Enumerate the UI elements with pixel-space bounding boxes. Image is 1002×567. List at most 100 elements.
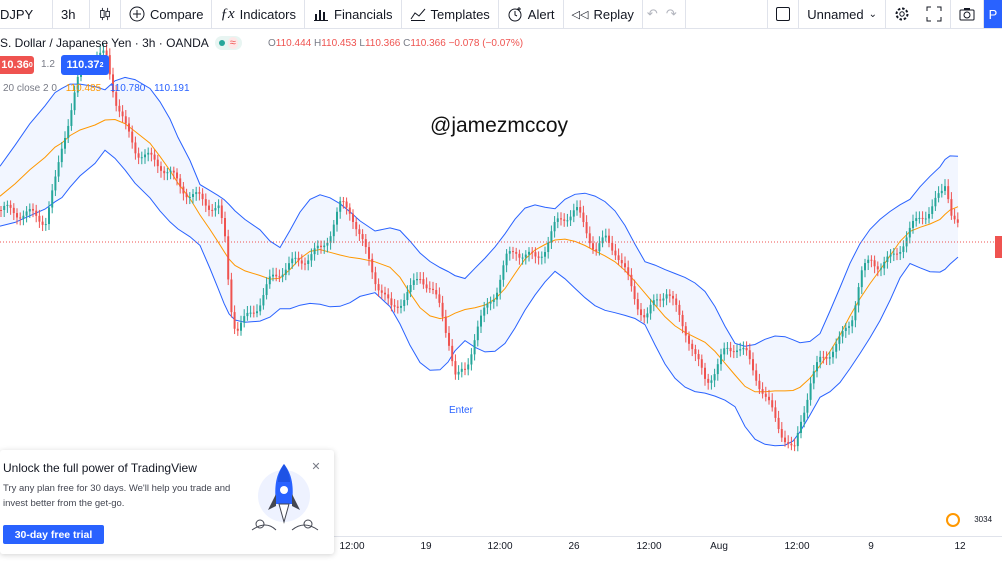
candle-body bbox=[198, 192, 201, 194]
candle-body bbox=[566, 220, 569, 222]
candle-body bbox=[912, 221, 914, 228]
candle-body bbox=[60, 148, 63, 163]
enter-annotation: Enter bbox=[449, 405, 473, 416]
candle-body bbox=[662, 298, 665, 301]
candle-body bbox=[345, 201, 348, 208]
candle-body bbox=[284, 269, 287, 275]
layout-name-label: Unnamed bbox=[807, 6, 864, 22]
candle-body bbox=[35, 210, 38, 216]
candle-body bbox=[224, 218, 226, 237]
settings-button[interactable] bbox=[886, 0, 918, 28]
promo-body: Try any plan free for 30 days. We'll hel… bbox=[3, 483, 231, 509]
compare-button[interactable]: Compare bbox=[121, 0, 213, 28]
candle-body bbox=[3, 205, 6, 210]
indicators-button[interactable]: ƒx Indicators bbox=[212, 0, 306, 28]
financials-button[interactable]: Financials bbox=[305, 0, 402, 28]
candle-body bbox=[438, 294, 441, 303]
candle-body bbox=[864, 263, 866, 271]
price-chart[interactable] bbox=[0, 29, 1002, 536]
candle-body bbox=[464, 368, 466, 370]
candle-body bbox=[643, 315, 646, 318]
candle-body bbox=[508, 251, 511, 254]
candle-body bbox=[326, 242, 329, 246]
last-price-tag bbox=[995, 236, 1002, 258]
candle-body bbox=[329, 236, 332, 243]
upgrade-promo-popup: Unlock the full power of TradingView Try… bbox=[0, 450, 334, 554]
candle-body bbox=[316, 245, 319, 249]
time-tick: 12:00 bbox=[339, 541, 365, 552]
time-axis[interactable]: 12:00 19 12:00 26 12:00 Aug 12:00 9 12 bbox=[0, 536, 1002, 567]
candle-body bbox=[457, 371, 460, 375]
candle-body bbox=[713, 374, 716, 381]
candle-body bbox=[707, 378, 710, 383]
undo-button[interactable]: ↶ bbox=[643, 0, 662, 28]
candle-body bbox=[771, 400, 774, 408]
candle-body bbox=[243, 316, 246, 323]
open-key: O bbox=[268, 38, 276, 49]
candle-body bbox=[249, 312, 252, 314]
free-trial-button[interactable]: 30-day free trial bbox=[3, 525, 104, 544]
candle-body bbox=[6, 204, 9, 206]
close-icon[interactable]: ✕ bbox=[311, 461, 321, 473]
sell-button[interactable]: 10.36 0 bbox=[0, 56, 34, 74]
candle-body bbox=[560, 218, 562, 220]
candle-body bbox=[646, 313, 649, 318]
candle-body bbox=[812, 371, 815, 384]
bollinger-basis-line bbox=[0, 118, 959, 393]
candle-body bbox=[448, 332, 450, 346]
bollinger-legend[interactable]: 20 close 2 0 110.485 110.780 110.191 bbox=[3, 83, 196, 94]
candle-body bbox=[73, 92, 76, 111]
candle-body bbox=[556, 218, 559, 222]
templates-button[interactable]: Templates bbox=[402, 0, 499, 28]
candle-body bbox=[281, 274, 284, 277]
candle-body bbox=[118, 105, 121, 112]
fullscreen-toggle-button[interactable] bbox=[767, 0, 800, 28]
candle-body bbox=[16, 213, 18, 218]
symbol-legend[interactable]: S. Dollar / Japanese Yen · 3h · OANDA ≈ bbox=[0, 34, 242, 52]
alert-button[interactable]: Alert bbox=[499, 0, 564, 28]
candle-body bbox=[41, 221, 44, 225]
candle-body bbox=[540, 256, 543, 258]
publish-button[interactable]: P bbox=[984, 0, 1002, 28]
candle-body bbox=[617, 255, 620, 261]
candle-body bbox=[121, 111, 124, 117]
replay-button[interactable]: ◁◁ Replay bbox=[564, 0, 643, 28]
fullscreen-button[interactable] bbox=[918, 0, 951, 28]
gear-icon bbox=[895, 7, 909, 21]
buy-button[interactable]: 110.37 2 bbox=[61, 55, 109, 75]
candle-body bbox=[57, 162, 60, 177]
candle-body bbox=[396, 306, 399, 308]
interval-button[interactable]: 3h bbox=[53, 0, 90, 28]
candle-body bbox=[832, 351, 834, 358]
candle-body bbox=[675, 298, 678, 305]
candle-body bbox=[12, 207, 15, 214]
redo-button[interactable]: ↷ bbox=[662, 0, 686, 28]
snapshot-button[interactable] bbox=[951, 0, 984, 28]
candle-body bbox=[793, 445, 796, 447]
approx-icon: ≈ bbox=[227, 37, 238, 49]
candle-body bbox=[9, 204, 12, 208]
bollinger-lower-value: 110.191 bbox=[154, 83, 190, 94]
candle-body bbox=[844, 327, 847, 332]
candle-body bbox=[432, 288, 434, 290]
candle-body bbox=[387, 294, 390, 299]
symbol-search-button[interactable]: DJPY bbox=[0, 0, 53, 28]
alarm-clock-icon bbox=[508, 7, 522, 22]
candle-body bbox=[339, 201, 342, 212]
layout-menu-button[interactable]: Unnamed ⌄ bbox=[799, 0, 886, 28]
candle-body bbox=[252, 312, 255, 314]
chart-type-button[interactable] bbox=[90, 0, 121, 28]
candle-body bbox=[25, 211, 28, 216]
corner-badge[interactable]: 3034 bbox=[946, 513, 992, 527]
bollinger-params: 20 close 2 0 bbox=[3, 83, 57, 94]
candle-body bbox=[572, 210, 575, 217]
undo-icon: ↶ bbox=[646, 6, 658, 21]
candle-body bbox=[739, 349, 742, 351]
candle-body bbox=[486, 303, 489, 308]
symbol-label: DJPY bbox=[0, 6, 34, 22]
candle-body bbox=[441, 302, 444, 317]
candle-body bbox=[729, 347, 732, 352]
candle-body bbox=[553, 221, 556, 232]
candle-body bbox=[819, 356, 822, 363]
candle-body bbox=[592, 243, 594, 250]
